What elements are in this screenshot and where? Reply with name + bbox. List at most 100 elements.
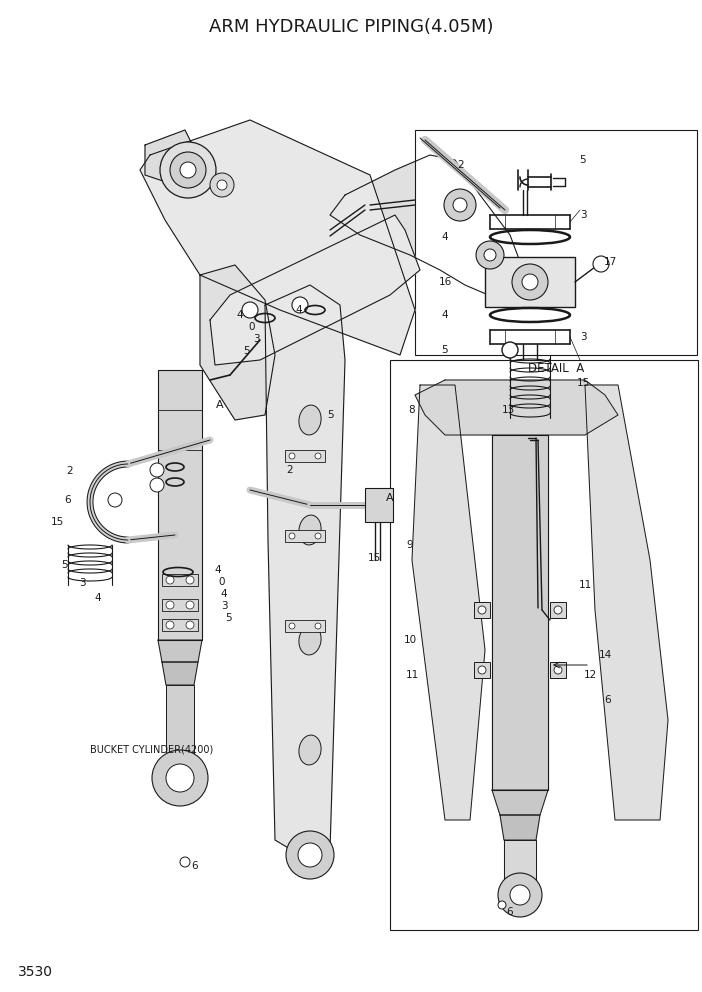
Circle shape (512, 264, 548, 300)
Polygon shape (492, 435, 548, 790)
Circle shape (217, 180, 227, 190)
Polygon shape (500, 815, 540, 840)
Text: 5: 5 (442, 345, 449, 355)
Text: 2: 2 (286, 465, 293, 475)
Polygon shape (158, 640, 202, 662)
Bar (285, 450, 325, 462)
Text: 4: 4 (442, 232, 449, 242)
Bar (485, 257, 575, 307)
Circle shape (453, 198, 467, 212)
Text: 15: 15 (51, 517, 64, 527)
Text: 3: 3 (79, 578, 86, 588)
Polygon shape (492, 790, 548, 815)
Circle shape (289, 453, 295, 459)
Text: 5: 5 (62, 560, 68, 570)
Polygon shape (585, 385, 668, 820)
Circle shape (554, 606, 562, 614)
Circle shape (186, 621, 194, 629)
Circle shape (289, 623, 295, 629)
Circle shape (108, 493, 122, 507)
Bar (474, 662, 490, 678)
Circle shape (298, 843, 322, 867)
Bar (285, 530, 325, 542)
Text: 10: 10 (404, 635, 416, 645)
Circle shape (484, 249, 496, 261)
Text: 2: 2 (67, 466, 73, 476)
Text: 8: 8 (409, 405, 416, 415)
Circle shape (593, 256, 609, 272)
Circle shape (476, 241, 504, 269)
Text: 3: 3 (220, 601, 227, 611)
Circle shape (292, 297, 308, 313)
Bar (285, 620, 325, 632)
Circle shape (502, 342, 518, 358)
Text: 4: 4 (296, 305, 303, 315)
Circle shape (170, 152, 206, 188)
Bar (158, 370, 202, 640)
Circle shape (478, 666, 486, 674)
Text: 11: 11 (405, 670, 418, 680)
Text: 14: 14 (598, 650, 611, 660)
Text: 13: 13 (501, 405, 515, 415)
Bar (390, 360, 698, 930)
Circle shape (186, 576, 194, 584)
Text: 6: 6 (604, 695, 611, 705)
Circle shape (242, 302, 258, 318)
Circle shape (180, 857, 190, 867)
Bar (415, 130, 697, 355)
Polygon shape (330, 155, 525, 300)
Circle shape (498, 901, 506, 909)
Polygon shape (504, 840, 536, 880)
Text: 5: 5 (326, 410, 333, 420)
Polygon shape (200, 265, 275, 420)
Text: 2: 2 (457, 160, 463, 170)
Text: 11: 11 (578, 580, 592, 590)
Text: 5: 5 (244, 346, 251, 356)
Text: DETAIL  A: DETAIL A (528, 362, 584, 376)
Text: 5: 5 (580, 155, 586, 165)
Text: A: A (386, 493, 394, 503)
Text: 0: 0 (249, 322, 256, 332)
Polygon shape (415, 380, 618, 435)
Circle shape (166, 601, 174, 609)
Circle shape (444, 189, 476, 221)
Text: 3: 3 (580, 332, 586, 342)
Polygon shape (265, 285, 345, 855)
Text: 12: 12 (583, 670, 597, 680)
Text: 16: 16 (438, 277, 451, 287)
Text: 4: 4 (442, 310, 449, 320)
Text: 3530: 3530 (18, 965, 53, 979)
Bar (474, 602, 490, 618)
Bar (550, 662, 566, 678)
Circle shape (315, 453, 321, 459)
Bar (365, 488, 393, 522)
Polygon shape (162, 662, 198, 685)
Circle shape (289, 533, 295, 539)
Circle shape (152, 750, 208, 806)
Text: A: A (216, 400, 224, 410)
Text: ARM HYDRAULIC PIPING(4.05M): ARM HYDRAULIC PIPING(4.05M) (208, 18, 494, 36)
Circle shape (160, 142, 216, 198)
Circle shape (150, 463, 164, 477)
Text: 5: 5 (225, 613, 232, 623)
Bar (162, 599, 198, 611)
Circle shape (150, 478, 164, 492)
Text: 6: 6 (192, 861, 198, 871)
Text: 9: 9 (406, 540, 413, 550)
Polygon shape (412, 385, 485, 820)
Circle shape (166, 576, 174, 584)
Circle shape (522, 274, 538, 290)
Text: 3: 3 (253, 334, 259, 344)
Text: 4: 4 (215, 565, 221, 575)
Ellipse shape (299, 625, 321, 655)
Text: 3: 3 (580, 210, 586, 220)
Circle shape (286, 831, 334, 879)
Circle shape (166, 764, 194, 792)
Bar (550, 602, 566, 618)
Text: 6: 6 (507, 907, 513, 917)
Circle shape (180, 162, 196, 178)
Text: 0: 0 (219, 577, 225, 587)
Text: BUCKET CYLINDER(4200): BUCKET CYLINDER(4200) (90, 745, 213, 755)
Polygon shape (140, 120, 415, 355)
Circle shape (315, 623, 321, 629)
